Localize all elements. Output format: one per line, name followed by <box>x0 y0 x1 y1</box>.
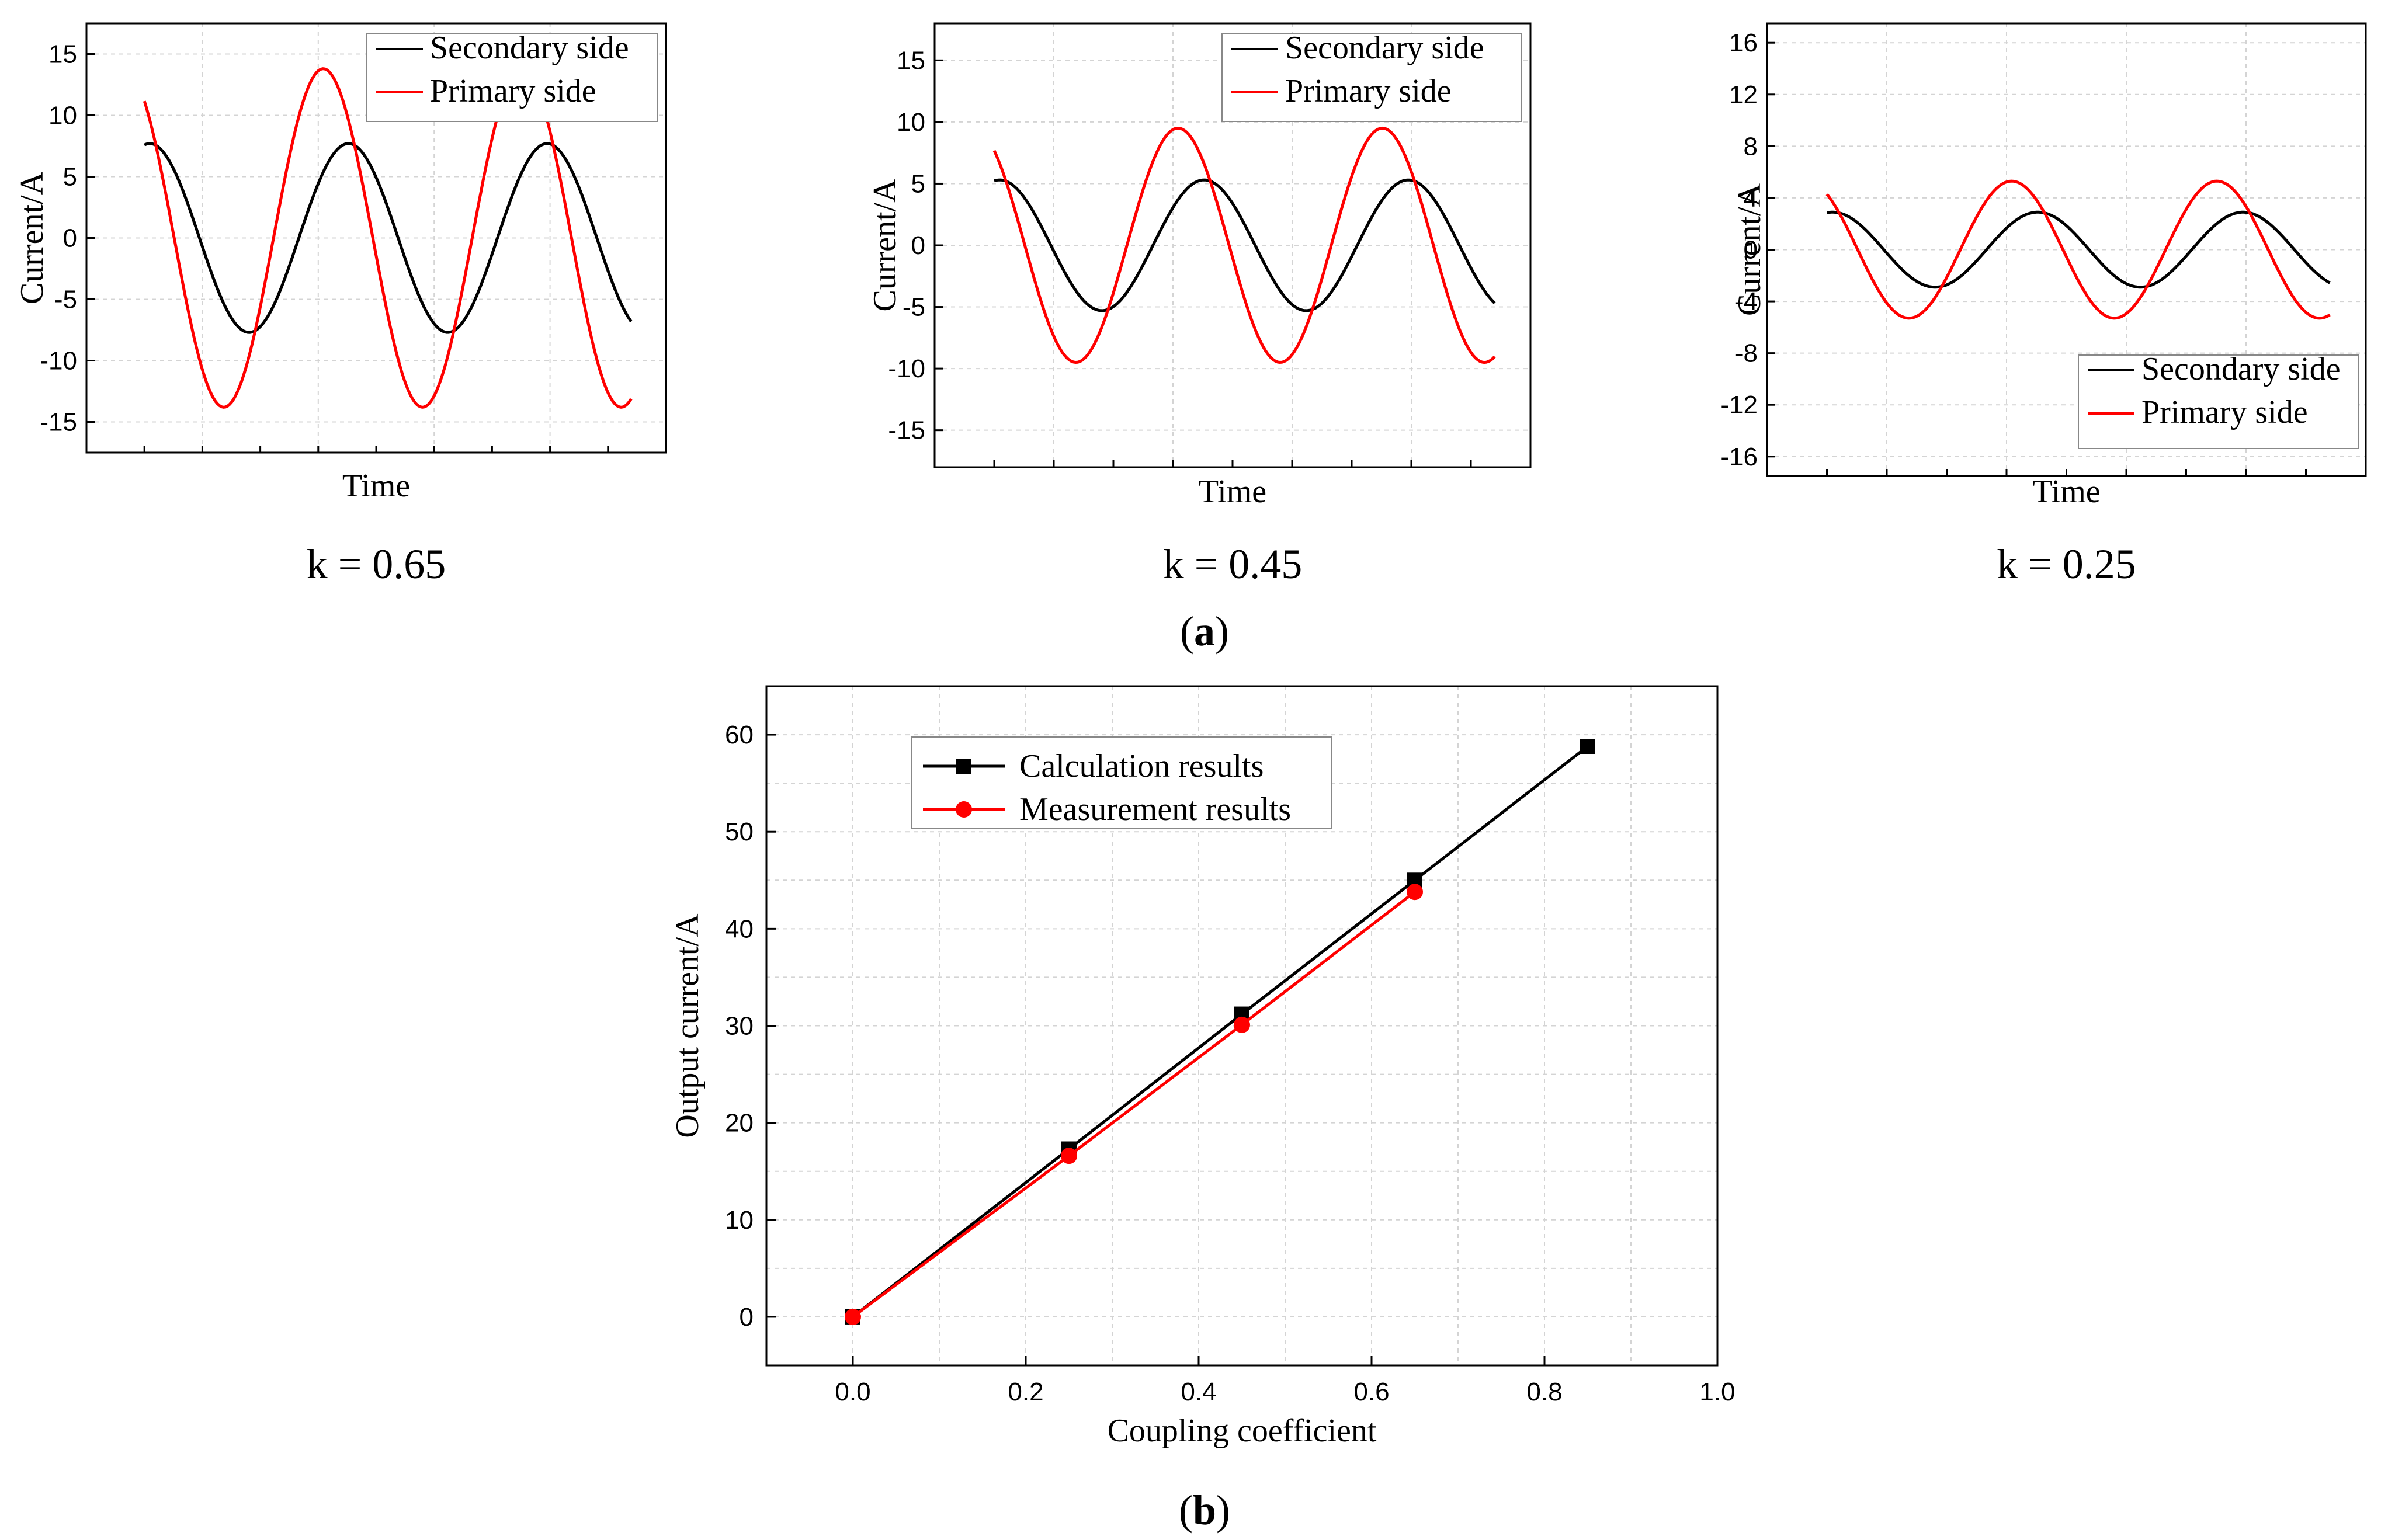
series-line-primary-side <box>992 126 1496 364</box>
legend-box <box>911 736 1332 829</box>
panel-letter: a <box>1194 608 1215 655</box>
y-axis-label: Current/A <box>1731 183 1768 316</box>
panel-paren-open: ( <box>1180 608 1194 655</box>
y-tick-label: -15 <box>40 408 77 437</box>
waveform-chart-2: -15 -10 -5 0 5 10 15 Secondary side Primary side… <box>867 22 1532 588</box>
legend: Calculation results Measurement results <box>911 736 1332 829</box>
y-tick-label: 40 <box>725 915 754 943</box>
data-point-calculation <box>1580 739 1595 755</box>
legend-label: Measurement results <box>1019 791 1291 828</box>
series-line-secondary-side <box>1827 210 2331 289</box>
chart-subtitle: k = 0.25 <box>1997 541 2136 588</box>
legend-label: Secondary side <box>1285 30 1484 66</box>
data-point-measurement <box>845 1308 861 1325</box>
x-tick-label: 1.0 <box>1699 1378 1735 1406</box>
waveform-chart-1: -15 -10 -5 0 5 10 15 Secondary side Primary side… <box>14 22 667 588</box>
y-tick-label: -5 <box>54 286 77 314</box>
legend-label: Secondary side <box>430 30 629 66</box>
y-tick-label: -5 <box>903 293 925 322</box>
chart-subtitle: k = 0.45 <box>1163 541 1303 588</box>
legend: Secondary side Primary side <box>366 30 658 122</box>
series-line-measurement-results <box>852 891 1416 1318</box>
y-tick-label: -16 <box>1720 443 1758 471</box>
y-tick-label: 0 <box>1744 236 1758 265</box>
x-axis-label: Time <box>342 468 410 504</box>
x-tick-label: 0.2 <box>1008 1378 1043 1406</box>
data-point-measurement <box>1234 1016 1250 1033</box>
y-tick-label: 8 <box>1744 132 1758 161</box>
coupling-chart: 0.0 0.2 0.4 0.6 0.8 1.0 0 10 20 30 40 50 60 Calculati… <box>669 685 1735 1449</box>
panel-label-b: (b) <box>1179 1487 1230 1534</box>
y-tick-label: 0 <box>911 231 925 260</box>
y-tick-label: 16 <box>1729 29 1758 57</box>
x-tick-label: 0.8 <box>1526 1378 1562 1406</box>
y-tick-label: 4 <box>1744 184 1758 213</box>
y-tick-label: 0 <box>63 224 77 253</box>
y-tick-label: 10 <box>897 108 925 137</box>
y-tick-label: 15 <box>897 46 925 75</box>
y-tick-label: 10 <box>48 102 77 130</box>
x-axis-label: Time <box>1199 474 1266 510</box>
y-tick-label: -8 <box>1735 339 1758 368</box>
y-tick-label: -4 <box>1735 287 1758 316</box>
series-line-secondary-side <box>994 178 1496 312</box>
legend-label: Primary side <box>2141 394 2308 430</box>
x-axis-label: Coupling coefficient <box>1108 1413 1377 1449</box>
legend-label: Calculation results <box>1019 748 1264 784</box>
panel-label-a: (a) <box>1180 608 1229 655</box>
series-line-primary-side <box>1825 179 2331 320</box>
data-point-measurement <box>1407 884 1423 901</box>
legend: Secondary side Primary side <box>1221 30 1522 122</box>
panel-paren-close: ) <box>1215 608 1229 655</box>
legend-label: Primary side <box>1285 73 1452 109</box>
series-line-primary-side <box>143 67 633 409</box>
y-tick-label: -10 <box>888 354 925 383</box>
legend-label: Secondary side <box>2141 351 2341 387</box>
x-tick-label: 0.4 <box>1181 1378 1216 1406</box>
waveform-chart-3: -16 -12 -8 -4 0 4 8 12 16 Secondary side Primary s… <box>1720 22 2367 588</box>
panel-paren-open: ( <box>1179 1487 1193 1534</box>
panel-letter: b <box>1193 1487 1216 1534</box>
y-axis-label: Output current/A <box>669 913 706 1138</box>
y-tick-label: 5 <box>911 169 925 198</box>
data-point-measurement <box>1061 1148 1077 1164</box>
y-tick-label: 10 <box>725 1206 754 1235</box>
chart-subtitle: k = 0.65 <box>307 541 446 588</box>
panel-paren-close: ) <box>1216 1487 1230 1534</box>
y-tick-label: 60 <box>725 721 754 749</box>
y-tick-label: 15 <box>48 40 77 69</box>
y-tick-label: 30 <box>725 1012 754 1041</box>
y-tick-label: -15 <box>888 416 925 445</box>
legend: Secondary side Primary side <box>2078 351 2359 449</box>
series-line-secondary-side <box>144 142 633 334</box>
y-tick-label: -10 <box>40 347 77 376</box>
y-axis-label: Current/A <box>14 171 50 304</box>
y-tick-label: -12 <box>1720 391 1758 419</box>
y-tick-label: 5 <box>63 163 77 192</box>
legend-marker <box>956 801 972 818</box>
y-tick-label: 50 <box>725 818 754 846</box>
y-tick-label: 12 <box>1729 81 1758 109</box>
x-axis-label: Time <box>2032 474 2100 510</box>
legend-label: Primary side <box>430 73 596 109</box>
y-axis-label: Current/A <box>867 179 903 312</box>
y-tick-label: 20 <box>725 1109 754 1138</box>
x-tick-label: 0.6 <box>1353 1378 1389 1406</box>
y-tick-label: 0 <box>740 1303 754 1332</box>
x-tick-label: 0.0 <box>835 1378 870 1406</box>
legend-marker <box>956 759 971 774</box>
